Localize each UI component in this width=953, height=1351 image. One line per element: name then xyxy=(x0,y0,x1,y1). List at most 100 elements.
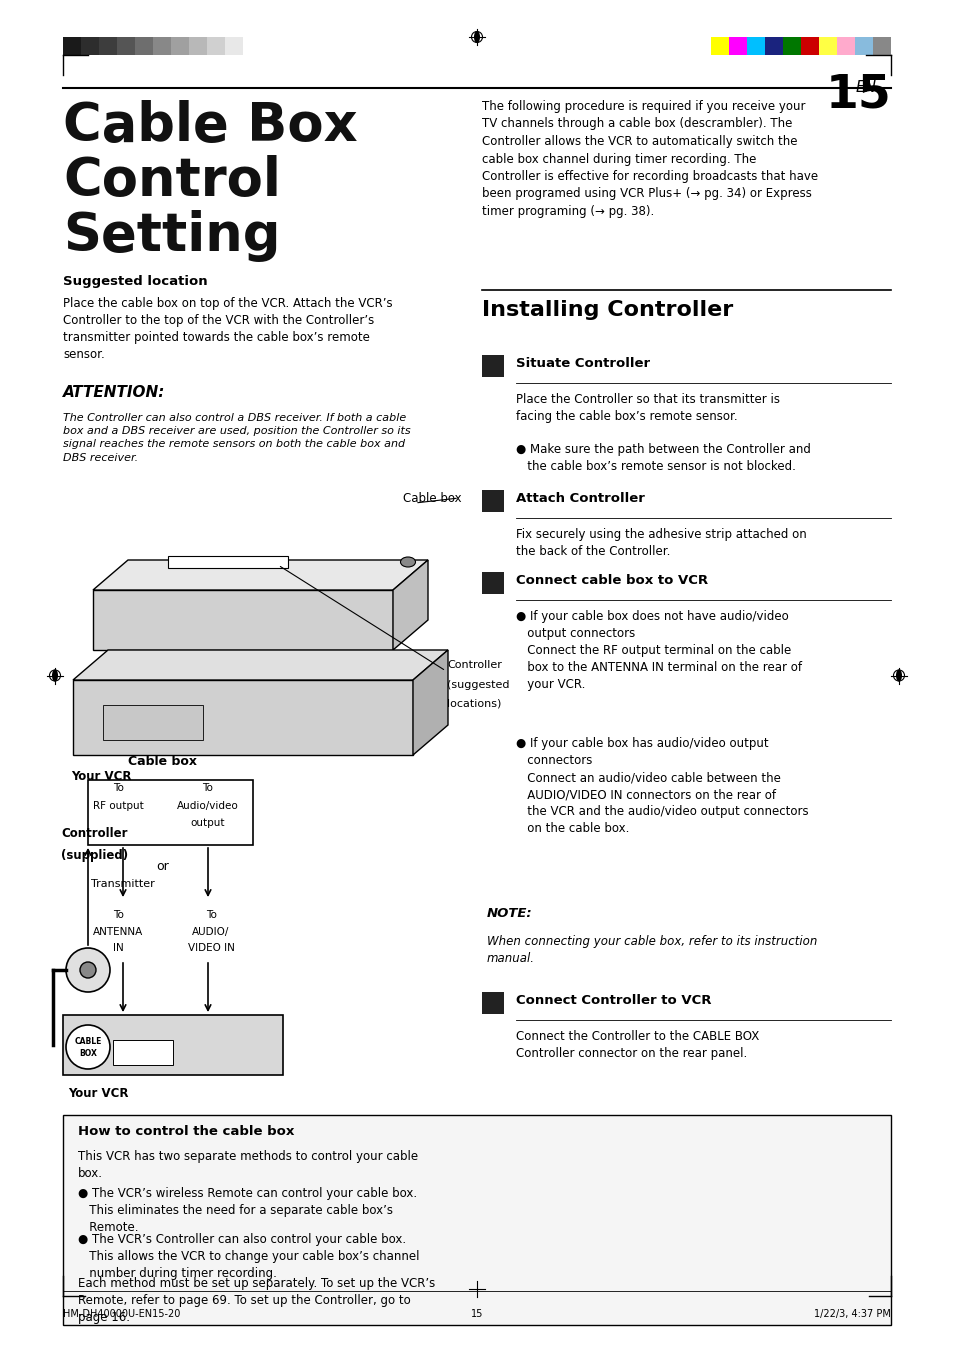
Text: ANTENNA: ANTENNA xyxy=(92,927,143,938)
Text: To: To xyxy=(112,784,123,793)
Text: Place the cable box on top of the VCR. Attach the VCR’s
Controller to the top of: Place the cable box on top of the VCR. A… xyxy=(63,297,393,361)
Text: Setting: Setting xyxy=(63,209,280,262)
FancyBboxPatch shape xyxy=(63,1115,890,1325)
Ellipse shape xyxy=(474,1283,479,1296)
Text: Cable box: Cable box xyxy=(403,492,461,504)
Text: Connect cable box to VCR: Connect cable box to VCR xyxy=(516,574,707,586)
Text: Installing Controller: Installing Controller xyxy=(481,300,733,320)
Text: Audio/video: Audio/video xyxy=(177,801,238,811)
Ellipse shape xyxy=(474,31,479,43)
Circle shape xyxy=(80,962,96,978)
Bar xyxy=(764,36,782,55)
Bar xyxy=(818,36,836,55)
Text: To: To xyxy=(202,784,213,793)
Text: Controller: Controller xyxy=(447,661,501,670)
Bar xyxy=(103,705,203,740)
Text: ● If your cable box has audio/video output
   connectors
   Connect an audio/vid: ● If your cable box has audio/video outp… xyxy=(516,738,808,835)
Polygon shape xyxy=(92,561,428,590)
Bar xyxy=(152,36,171,55)
Bar xyxy=(746,36,764,55)
Bar xyxy=(207,36,225,55)
Bar xyxy=(81,36,99,55)
Text: IN: IN xyxy=(112,943,123,952)
Text: 1/22/3, 4:37 PM: 1/22/3, 4:37 PM xyxy=(813,1309,890,1319)
Text: Cable box: Cable box xyxy=(129,755,197,767)
Ellipse shape xyxy=(51,670,58,681)
Bar xyxy=(481,355,503,377)
Text: ● If your cable box does not have audio/video
   output connectors
   Connect th: ● If your cable box does not have audio/… xyxy=(516,611,801,690)
Text: Controller: Controller xyxy=(61,827,128,840)
Text: The Controller can also control a DBS receiver. If both a cable
box and a DBS re: The Controller can also control a DBS re… xyxy=(63,413,410,462)
Bar xyxy=(782,36,801,55)
Text: ● The VCR’s Controller can also control your cable box.
   This allows the VCR t: ● The VCR’s Controller can also control … xyxy=(78,1233,419,1279)
Text: HM-DH40000U-EN15-20: HM-DH40000U-EN15-20 xyxy=(63,1309,180,1319)
Polygon shape xyxy=(73,680,413,755)
Polygon shape xyxy=(393,561,428,650)
Bar xyxy=(854,36,872,55)
Text: The following procedure is required if you receive your
TV channels through a ca: The following procedure is required if y… xyxy=(481,100,818,218)
Bar xyxy=(872,36,890,55)
Text: Each method must be set up separately. To set up the VCR’s
Remote, refer to page: Each method must be set up separately. T… xyxy=(78,1277,435,1324)
Polygon shape xyxy=(73,650,448,680)
Bar xyxy=(836,36,854,55)
Bar xyxy=(63,1015,283,1075)
Text: VIDEO IN: VIDEO IN xyxy=(188,943,234,952)
Circle shape xyxy=(66,948,110,992)
Text: locations): locations) xyxy=(447,698,501,708)
Bar xyxy=(801,36,818,55)
Bar xyxy=(481,992,503,1015)
Bar xyxy=(99,36,117,55)
Bar xyxy=(135,36,152,55)
Text: BOX: BOX xyxy=(79,1048,97,1058)
Text: 15: 15 xyxy=(824,72,890,118)
Polygon shape xyxy=(92,590,393,650)
Text: (supplied): (supplied) xyxy=(61,848,128,862)
Bar xyxy=(168,557,288,567)
Text: Connect the Controller to the CABLE BOX
Controller connector on the rear panel.: Connect the Controller to the CABLE BOX … xyxy=(516,1029,759,1061)
Bar xyxy=(171,36,189,55)
Text: Connect Controller to VCR: Connect Controller to VCR xyxy=(516,994,711,1006)
Text: 15: 15 xyxy=(471,1309,482,1319)
Text: or: or xyxy=(156,861,170,873)
Bar xyxy=(117,36,135,55)
Text: AUDIO/: AUDIO/ xyxy=(193,927,230,938)
Text: When connecting your cable box, refer to its instruction
manual.: When connecting your cable box, refer to… xyxy=(486,935,817,965)
Text: output: output xyxy=(191,817,225,828)
Text: Suggested location: Suggested location xyxy=(63,276,208,288)
Text: EN: EN xyxy=(855,80,876,95)
Text: Situate Controller: Situate Controller xyxy=(516,357,649,370)
Text: Place the Controller so that its transmitter is
facing the cable box’s remote se: Place the Controller so that its transmi… xyxy=(516,393,780,423)
Text: How to control the cable box: How to control the cable box xyxy=(78,1125,294,1138)
Text: (suggested: (suggested xyxy=(447,680,509,690)
Text: To: To xyxy=(112,911,123,920)
Text: Cable Box: Cable Box xyxy=(63,100,357,153)
Circle shape xyxy=(66,1025,110,1069)
Bar xyxy=(88,780,253,844)
Bar xyxy=(189,36,207,55)
Text: Your VCR: Your VCR xyxy=(71,770,132,784)
Bar xyxy=(63,36,81,55)
Text: To: To xyxy=(205,911,216,920)
Bar xyxy=(225,36,243,55)
Text: RF output: RF output xyxy=(92,801,143,811)
Bar xyxy=(481,490,503,512)
Text: ATTENTION:: ATTENTION: xyxy=(63,385,165,400)
Bar xyxy=(243,36,261,55)
Ellipse shape xyxy=(400,557,416,567)
Bar xyxy=(481,571,503,594)
Bar xyxy=(710,36,728,55)
Text: ● The VCR’s wireless Remote can control your cable box.
   This eliminates the n: ● The VCR’s wireless Remote can control … xyxy=(78,1188,416,1233)
Text: Attach Controller: Attach Controller xyxy=(516,492,644,505)
Text: Transmitter: Transmitter xyxy=(91,880,154,889)
Text: Fix securely using the adhesive strip attached on
the back of the Controller.: Fix securely using the adhesive strip at… xyxy=(516,528,806,558)
Text: ● Make sure the path between the Controller and
   the cable box’s remote sensor: ● Make sure the path between the Control… xyxy=(516,443,810,473)
Polygon shape xyxy=(413,650,448,755)
Text: NOTE:: NOTE: xyxy=(486,907,532,920)
Text: Your VCR: Your VCR xyxy=(68,1088,129,1100)
Text: CABLE: CABLE xyxy=(74,1036,102,1046)
Text: Control: Control xyxy=(63,155,280,207)
Bar xyxy=(112,1040,172,1065)
Ellipse shape xyxy=(895,670,902,681)
Text: This VCR has two separate methods to control your cable
box.: This VCR has two separate methods to con… xyxy=(78,1150,417,1179)
Bar xyxy=(728,36,746,55)
